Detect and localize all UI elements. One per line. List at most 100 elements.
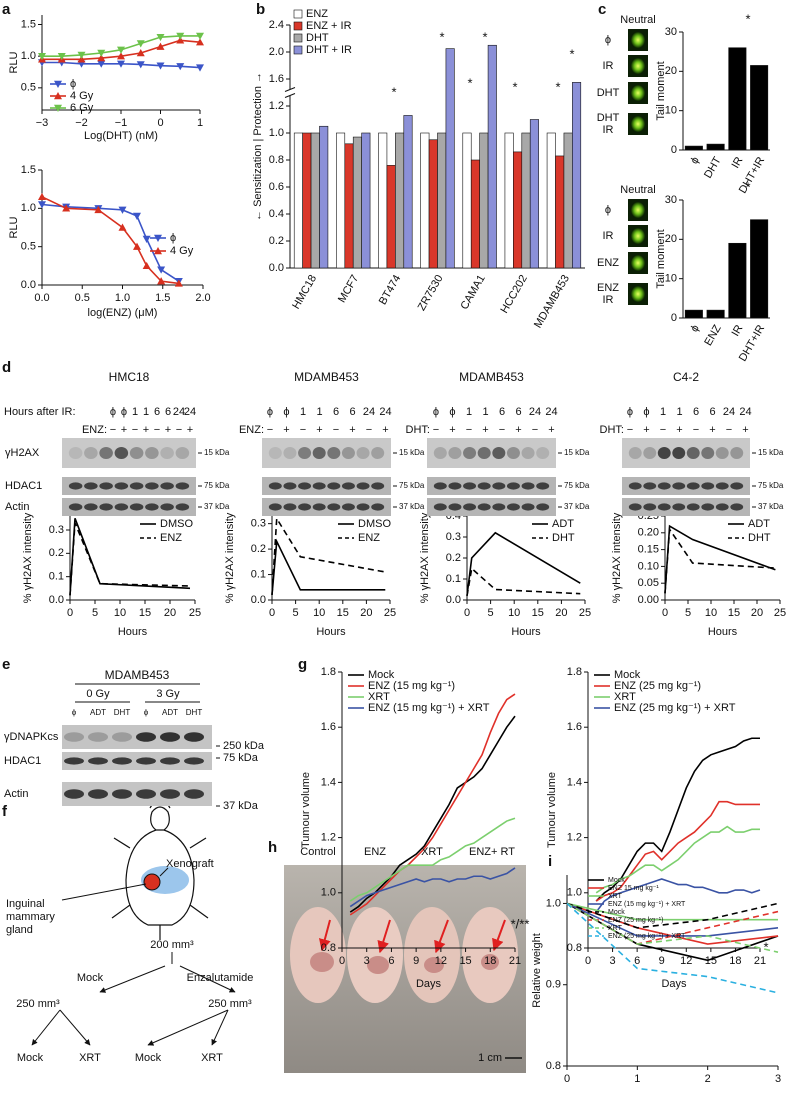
x-tick-label: 15: [532, 607, 544, 619]
legend-label: XRT: [608, 893, 623, 900]
diagram-label: 200 mm³: [150, 939, 194, 951]
x-tick-label: ENZ: [702, 323, 724, 348]
bar: [395, 132, 405, 269]
blot-band: [312, 503, 326, 511]
blot-band: [643, 503, 657, 511]
x-axis-label: Hours: [511, 626, 541, 638]
lane-hours: 6: [693, 406, 699, 418]
protein-label: HDAC1: [5, 480, 42, 492]
bar: [479, 132, 489, 269]
comet-row-label: ϕ: [605, 34, 611, 46]
series-line: [349, 693, 516, 916]
bar: [750, 219, 769, 319]
marker: [196, 38, 204, 46]
axis-break: [286, 89, 294, 96]
x-tick-label: 0: [564, 1073, 570, 1085]
y-axis-label: RLU: [8, 216, 20, 238]
blot-band: [657, 503, 671, 511]
blot-band: [477, 482, 491, 490]
lane-sign: +: [676, 424, 682, 436]
bar: [706, 309, 725, 319]
blot-band: [463, 447, 477, 459]
lane-sign: −: [433, 424, 439, 436]
blot-band: [657, 447, 671, 459]
blot-band: [643, 482, 657, 490]
blot-band: [686, 447, 700, 459]
bar: [572, 82, 582, 269]
comet-spot: [631, 255, 645, 271]
blot-strip: [427, 477, 556, 495]
legend-label: DMSO: [160, 518, 193, 530]
y-tick-label: 0.8: [269, 154, 284, 166]
legend-swatch: [293, 45, 303, 55]
lane-sign: +: [316, 424, 322, 436]
marker: [57, 52, 66, 61]
lane-hours: 24: [184, 406, 196, 418]
y-tick-label: 0.2: [446, 552, 461, 564]
significance: */**: [511, 916, 530, 931]
blot-band: [477, 447, 491, 459]
blot-strip: [427, 498, 556, 516]
x-axis-label: Days: [416, 978, 442, 990]
blot-band: [136, 732, 156, 742]
y-tick-label: 1.0: [546, 897, 561, 909]
bar: [462, 132, 472, 269]
x-tick-label: IR: [730, 155, 746, 171]
x-tick-label: 20: [751, 607, 763, 619]
comet-row-label: IR: [603, 60, 614, 72]
blot-band: [112, 732, 132, 742]
x-tick-label: 18: [484, 955, 496, 967]
blot-band: [492, 482, 506, 490]
marker: [38, 192, 46, 201]
y-tick-label: 0.1: [446, 573, 461, 585]
legend-swatch: [293, 9, 303, 19]
significance: *: [482, 29, 487, 44]
lane-sign: +: [165, 424, 171, 436]
marker: [136, 61, 145, 69]
y-axis-label: ← Sensitization | Protection →: [252, 72, 264, 221]
x-tick-label: MCF7: [336, 273, 361, 305]
bar: [319, 125, 329, 269]
legend-label: 4 Gy: [70, 90, 94, 102]
panel-label: d: [2, 359, 11, 376]
legend-label: DHT: [748, 532, 771, 544]
blot-title: C4-2: [673, 370, 699, 384]
kda-marker: 15 kDa: [204, 448, 230, 457]
blot-band: [114, 447, 129, 459]
legend-label: XRT: [608, 925, 623, 932]
x-tick-label: 0: [269, 607, 275, 619]
marker: [156, 42, 165, 50]
y-tick-label: 0.3: [446, 531, 461, 543]
blot-band: [327, 447, 341, 459]
x-tick-label: MDAMB453: [532, 273, 572, 330]
comet-spot: [631, 58, 645, 74]
panel-label: i: [548, 853, 552, 870]
series-line: [69, 522, 191, 596]
legend-label: DMSO: [358, 518, 391, 530]
blot-band: [356, 447, 370, 459]
x-tick-label: 15: [337, 607, 349, 619]
blot-band: [84, 482, 98, 490]
legend-label: ENZ: [358, 532, 380, 544]
y-tick-label: 2.4: [269, 19, 284, 31]
blot-band: [68, 503, 83, 511]
series-line: [349, 817, 516, 902]
blot-band: [701, 447, 715, 459]
significance: *: [745, 11, 750, 26]
x-tick-label: −3: [36, 117, 49, 129]
y-tick-label: 1.6: [321, 721, 336, 733]
bar: [361, 132, 371, 269]
blot-band: [145, 503, 159, 511]
protein-label: Actin: [5, 501, 29, 513]
marker: [117, 46, 125, 54]
blot-band: [175, 503, 190, 511]
marker: [97, 60, 106, 68]
lane-hours: 1: [132, 406, 138, 418]
blot-band: [84, 503, 98, 511]
x-tick-label: 6: [634, 955, 640, 967]
legend-label: ENZ (25 mg kg⁻¹) + XRT: [608, 933, 686, 940]
comet-title: Neutral: [620, 184, 655, 196]
y-tick-label: 0.4: [269, 208, 284, 220]
legend-label: ENZ 15 mg kg⁻¹: [608, 885, 659, 892]
x-tick-label: 3: [775, 1073, 781, 1085]
